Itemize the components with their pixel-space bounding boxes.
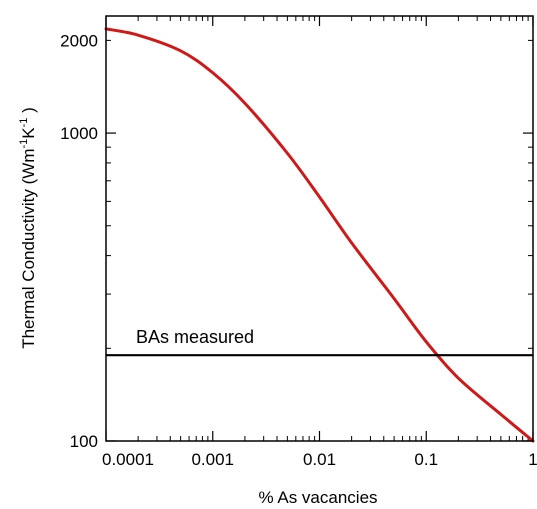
x-axis-label: % As vacancies: [258, 488, 377, 507]
series-line: [104, 27, 535, 443]
x-tick-label: 0.1: [414, 450, 438, 469]
tick-labels: 0.0001 0.001 0.01 0.1 1 100 1000 2000: [60, 31, 537, 469]
x-tick-label: 1: [528, 450, 537, 469]
x-tick-label: 0.01: [303, 450, 336, 469]
y-tick-label: 1000: [60, 124, 98, 143]
y-axis-label: Thermal Conductivity (Wm-1K-1 ): [18, 107, 38, 349]
x-tick-label: 0.001: [191, 450, 234, 469]
y-tick-label: 100: [70, 432, 98, 451]
y-axis-label-end: ): [19, 107, 38, 117]
y-axis-label-sup1: -1: [18, 139, 30, 149]
y-tick-label: 2000: [60, 31, 98, 50]
reference-line-label: BAs measured: [136, 327, 254, 347]
y-axis-label-mid: K: [19, 127, 38, 139]
axis-ticks: [105, 16, 534, 442]
y-axis-label-sup2: -1: [18, 118, 30, 128]
series-layer: [104, 27, 535, 443]
y-axis-label-main: Thermal Conductivity (Wm: [19, 149, 38, 349]
reference-line-layer: BAs measured: [106, 327, 533, 357]
plot-frame: [105, 15, 534, 442]
x-tick-label: 0.0001: [102, 450, 154, 469]
